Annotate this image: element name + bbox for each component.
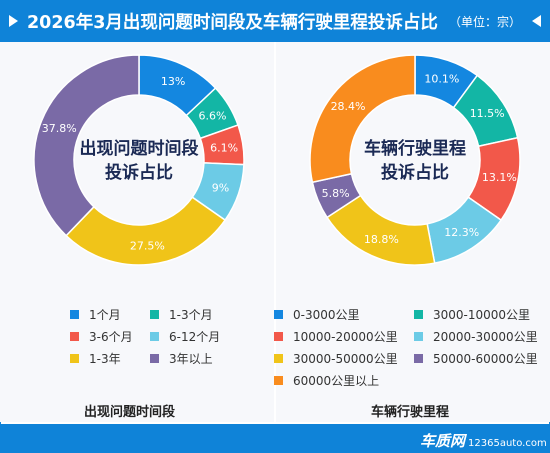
- legend-swatch-0-4: [70, 354, 79, 363]
- donut-chart-mileage: 10.1% 11.5% 13.1% 12.3% 18.8% 5.8% 28.4% 车辆行驶里程…: [309, 54, 521, 266]
- legend-label-1-4: 30000-50000公里: [293, 352, 398, 366]
- donut-segment-0-4: [65, 196, 227, 266]
- legend-swatch-1-6: [274, 376, 283, 385]
- caption-problem-period: 出现问题时间段: [84, 405, 176, 420]
- legend-swatch-1-0: [274, 310, 283, 319]
- footer-bar: [0, 424, 550, 453]
- legend-label-0-5: 3年以上: [169, 352, 213, 366]
- legend-label-1-5: 50000-60000公里: [433, 352, 538, 366]
- legend-label-0-3: 6-12个月: [169, 330, 221, 344]
- legend-label-0-1: 1-3个月: [169, 308, 213, 322]
- donut-segment-0-5: [33, 54, 140, 237]
- segment-label-1-6: 28.4%: [331, 100, 366, 113]
- site-logo[interactable]: 车质网 12365auto.com: [420, 430, 547, 451]
- triangle-right-icon: [532, 15, 541, 27]
- segment-label-0-1: 6.6%: [198, 109, 226, 122]
- center-label-line-1-1: 投诉占比: [381, 162, 449, 183]
- legend-swatch-1-2: [274, 332, 283, 341]
- segment-label-0-3: 9%: [212, 182, 229, 195]
- legend-swatch-1-4: [274, 354, 283, 363]
- legend-swatch-1-1: [414, 310, 423, 319]
- legend-swatch-0-1: [150, 310, 159, 319]
- legend-label-0-0: 1个月: [89, 308, 121, 322]
- logo-mark: 车质网: [420, 432, 466, 450]
- unit-label: （单位：宗）: [449, 15, 522, 29]
- legend-label-1-0: 0-3000公里: [293, 308, 360, 322]
- logo-site: 12365auto.com: [468, 438, 547, 449]
- segment-label-0-4: 27.5%: [130, 240, 165, 253]
- segment-label-0-5: 37.8%: [42, 122, 77, 135]
- segment-label-1-3: 12.3%: [444, 226, 479, 239]
- segment-label-1-4: 18.8%: [364, 233, 399, 246]
- legend-label-0-4: 1-3年: [89, 352, 121, 366]
- legend-label-1-3: 20000-30000公里: [433, 330, 538, 344]
- segment-label-1-5: 5.8%: [322, 187, 350, 200]
- legend-label-1-6: 60000公里以上: [293, 374, 380, 388]
- segment-label-1-2: 13.1%: [482, 171, 517, 184]
- legend-swatch-1-3: [414, 332, 423, 341]
- segment-label-1-1: 11.5%: [470, 107, 505, 120]
- legend-label-1-2: 10000-20000公里: [293, 330, 398, 344]
- legend-swatch-0-0: [70, 310, 79, 319]
- center-label-line-1-0: 车辆行驶里程: [364, 138, 466, 159]
- chart-title: 2026年3月出现问题时间段及车辆行驶里程投诉占比: [27, 13, 438, 33]
- triangle-left-icon: [9, 15, 18, 27]
- caption-mileage: 车辆行驶里程: [371, 405, 450, 420]
- segment-label-0-2: 6.1%: [210, 141, 238, 154]
- legend-swatch-0-3: [150, 332, 159, 341]
- legend-label-0-2: 3-6个月: [89, 330, 133, 344]
- legend-problem-period: 1个月 1-3个月 3-6个月 6-12个月 1-3年 3年以上: [70, 307, 270, 367]
- legend-swatch-0-2: [70, 332, 79, 341]
- segment-label-0-0: 13%: [161, 75, 185, 88]
- center-label-line-0-0: 出现问题时间段: [80, 138, 199, 159]
- header-bar: 2026年3月出现问题时间段及车辆行驶里程投诉占比 （单位：宗）: [0, 0, 550, 42]
- legend-label-1-1: 3000-10000公里: [433, 308, 531, 322]
- legend-swatch-0-5: [150, 354, 159, 363]
- legend-mileage: 0-3000公里 3000-10000公里 10000-20000公里 20000-3…: [274, 307, 550, 391]
- donut-segment-1-6: [309, 54, 416, 184]
- segment-label-1-0: 10.1%: [424, 72, 459, 85]
- center-label-line-0-1: 投诉占比: [105, 162, 173, 183]
- legend-swatch-1-5: [414, 354, 423, 363]
